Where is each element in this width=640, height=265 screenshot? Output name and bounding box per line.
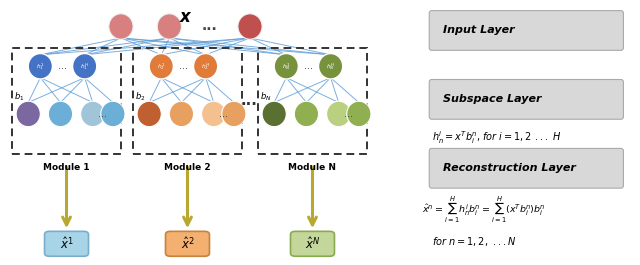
Ellipse shape [16, 101, 40, 127]
Ellipse shape [157, 14, 182, 39]
Text: Subspace Layer: Subspace Layer [444, 94, 542, 104]
Ellipse shape [28, 54, 52, 79]
Ellipse shape [294, 101, 319, 127]
FancyBboxPatch shape [291, 231, 335, 256]
Text: $b_N$: $b_N$ [260, 90, 271, 103]
Text: ...: ... [241, 93, 258, 108]
Ellipse shape [101, 101, 125, 127]
Ellipse shape [72, 54, 97, 79]
FancyBboxPatch shape [429, 80, 623, 119]
Text: Reconstruction Layer: Reconstruction Layer [444, 163, 577, 173]
Text: $\mathit{for}\ n = 1,2,\ ...N$: $\mathit{for}\ n = 1,2,\ ...N$ [431, 235, 516, 248]
FancyBboxPatch shape [166, 231, 209, 256]
Ellipse shape [347, 101, 371, 127]
Ellipse shape [149, 54, 173, 79]
Ellipse shape [326, 101, 351, 127]
FancyBboxPatch shape [45, 231, 88, 256]
Text: Module 1: Module 1 [44, 163, 90, 172]
Ellipse shape [221, 101, 246, 127]
Text: ...: ... [99, 109, 108, 119]
Text: Input Layer: Input Layer [444, 25, 515, 36]
Text: $h_2^H$: $h_2^H$ [201, 61, 210, 72]
Text: $h_N^1$: $h_N^1$ [282, 61, 291, 72]
Text: $h_N^H$: $h_N^H$ [326, 61, 335, 72]
Text: $\hat{x}^2$: $\hat{x}^2$ [180, 236, 195, 252]
Ellipse shape [238, 14, 262, 39]
Ellipse shape [193, 54, 218, 79]
Text: $h_1^1$: $h_1^1$ [36, 61, 44, 72]
Ellipse shape [202, 101, 226, 127]
Text: $b_1$: $b_1$ [14, 90, 24, 103]
Text: ...: ... [344, 109, 353, 119]
Text: $\boldsymbol{x}$: $\boldsymbol{x}$ [179, 8, 193, 26]
Text: Module 2: Module 2 [164, 163, 211, 172]
Ellipse shape [137, 101, 161, 127]
FancyBboxPatch shape [429, 11, 623, 50]
Text: ...: ... [304, 61, 313, 71]
Ellipse shape [109, 14, 133, 39]
Text: $h_n^i = \mathbf{\mathit{x}}^T\mathbf{\mathit{b}}_i^n$, $\mathit{for}\ i = 1,2\ : $h_n^i = \mathbf{\mathit{x}}^T\mathbf{\m… [431, 129, 561, 146]
Ellipse shape [49, 101, 72, 127]
FancyBboxPatch shape [429, 148, 623, 188]
Text: ...: ... [220, 109, 228, 119]
Ellipse shape [274, 54, 298, 79]
Text: Module N: Module N [289, 163, 337, 172]
Text: $h_1^H$: $h_1^H$ [80, 61, 89, 72]
Text: $b_2$: $b_2$ [135, 90, 145, 103]
Ellipse shape [319, 54, 343, 79]
Ellipse shape [262, 101, 286, 127]
Text: ...: ... [58, 61, 67, 71]
Text: $\hat{x}^1$: $\hat{x}^1$ [60, 236, 74, 252]
Ellipse shape [170, 101, 193, 127]
Text: ...: ... [179, 61, 188, 71]
Text: $h_2^1$: $h_2^1$ [157, 61, 165, 72]
Ellipse shape [81, 101, 105, 127]
Text: $\hat{x}^n = \sum_{i=1}^{H} h_n^i \mathbf{\mathit{b}}_i^n = \sum_{i=1}^{H} (\mat: $\hat{x}^n = \sum_{i=1}^{H} h_n^i \mathb… [422, 194, 545, 225]
Text: ...: ... [202, 20, 218, 33]
Text: $\hat{x}^N$: $\hat{x}^N$ [305, 236, 320, 252]
